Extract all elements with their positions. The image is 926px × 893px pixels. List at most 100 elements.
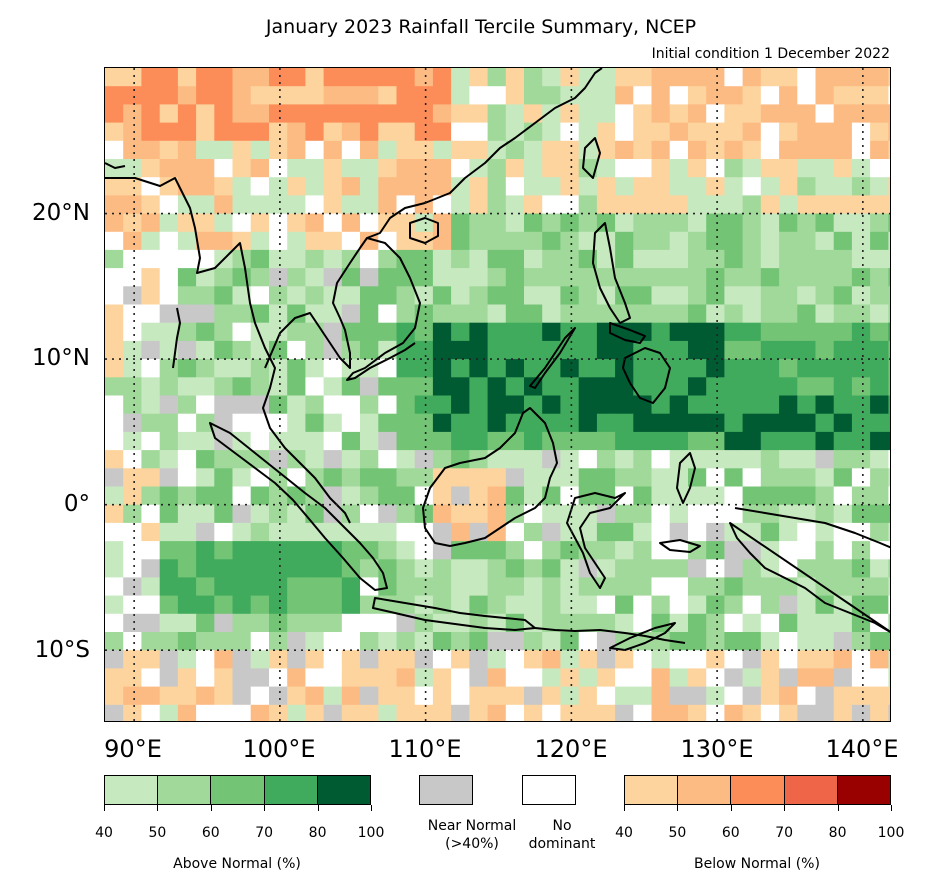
tercile-cell: [833, 541, 853, 560]
tercile-cell: [341, 504, 361, 524]
tercile-cell: [250, 213, 270, 233]
tercile-cell: [196, 431, 215, 451]
tercile-cell: [578, 668, 598, 688]
tercile-cell: [851, 431, 871, 451]
tercile-cell: [542, 104, 561, 124]
tercile-cell: [888, 340, 890, 360]
tercile-cell: [851, 304, 871, 324]
tercile-cell: [250, 559, 270, 579]
tercile-cell: [760, 213, 780, 233]
tercile-cell: [360, 249, 379, 269]
tercile-cell: [196, 304, 215, 324]
tercile-cell: [779, 104, 798, 124]
tercile-cell: [870, 304, 889, 324]
tercile-cell: [451, 231, 470, 251]
tercile-cell: [323, 359, 343, 378]
tercile-cell: [815, 286, 835, 306]
tercile-cell: [123, 650, 142, 669]
tercile-cell: [851, 140, 871, 160]
tercile-cell: [833, 86, 853, 105]
tercile-cell: [688, 249, 707, 269]
tercile-cell: [524, 468, 543, 488]
tercile-cell: [360, 632, 379, 651]
tercile-cell: [396, 468, 416, 488]
tercile-cell: [287, 231, 306, 251]
tercile-cell: [269, 577, 288, 597]
tercile-cell: [706, 322, 725, 342]
tercile-cell: [833, 249, 853, 269]
tercile-cell: [797, 577, 817, 597]
tercile-cell: [797, 231, 817, 251]
tercile-cell: [396, 140, 416, 160]
tercile-cell: [870, 559, 889, 579]
tercile-cell: [615, 159, 634, 178]
tercile-cell: [779, 413, 798, 433]
tercile-cell: [633, 613, 653, 633]
tercile-cell: [615, 177, 634, 196]
tercile-cell: [505, 595, 525, 615]
tercile-cell: [542, 268, 561, 287]
tercile-cell: [177, 595, 197, 615]
tercile-cell: [177, 340, 197, 360]
tercile-cell: [524, 249, 543, 269]
tercile-cell: [159, 450, 179, 469]
tercile-cell: [833, 413, 853, 433]
tercile-cell: [669, 395, 689, 415]
tercile-cell: [870, 159, 889, 178]
tercile-cell: [688, 650, 707, 669]
tercile-cell: [797, 559, 817, 579]
tercile-cell: [596, 595, 616, 615]
tercile-cell: [779, 450, 798, 469]
tercile-cell: [742, 704, 762, 721]
tercile-cell: [432, 450, 452, 469]
tercile-cell: [851, 177, 871, 196]
tercile-cell: [469, 650, 489, 669]
tercile-cell: [141, 450, 161, 469]
tercile-cell: [287, 86, 306, 105]
tercile-cell: [724, 140, 744, 160]
tercile-cell: [469, 486, 489, 506]
tercile-cell: [196, 632, 215, 651]
tercile-cell: [797, 122, 817, 142]
tercile-cell: [232, 304, 252, 324]
tercile-cell: [724, 68, 744, 87]
tercile-cell: [706, 431, 725, 451]
tercile-cell: [596, 704, 616, 721]
tercile-cell: [232, 468, 252, 488]
tercile-cell: [287, 613, 306, 633]
tercile-cell: [797, 395, 817, 415]
tercile-cell: [851, 504, 871, 524]
tercile-cell: [651, 577, 671, 597]
tercile-cell: [560, 686, 580, 706]
tercile-cell: [323, 668, 343, 688]
tercile-cell: [560, 304, 580, 324]
tercile-cell: [797, 431, 817, 451]
tercile-cell: [159, 504, 179, 524]
tercile-cell: [269, 268, 288, 287]
tercile-cell: [833, 177, 853, 196]
tercile-cell: [524, 322, 543, 342]
tercile-cell: [779, 359, 798, 378]
tercile-cell: [596, 431, 616, 451]
tercile-cell: [505, 559, 525, 579]
tercile-cell: [578, 322, 598, 342]
tercile-cell: [323, 686, 343, 706]
tercile-cell: [742, 122, 762, 142]
tercile-cell: [870, 249, 889, 269]
tercile-cell: [724, 613, 744, 633]
tercile-cell: [815, 231, 835, 251]
tercile-cell: [105, 559, 124, 579]
tercile-cell: [287, 413, 306, 433]
cbar-above-segment: [211, 776, 265, 804]
tercile-cell: [688, 431, 707, 451]
tercile-cell: [196, 104, 215, 124]
tercile-cell: [105, 249, 124, 269]
tercile-cell: [269, 140, 288, 160]
tercile-cell: [323, 286, 343, 306]
tercile-cell: [888, 395, 890, 415]
tercile-cell: [196, 122, 215, 142]
tercile-cell: [232, 577, 252, 597]
tercile-cell: [177, 249, 197, 269]
tercile-cell: [524, 231, 543, 251]
tercile-cell: [651, 486, 671, 506]
